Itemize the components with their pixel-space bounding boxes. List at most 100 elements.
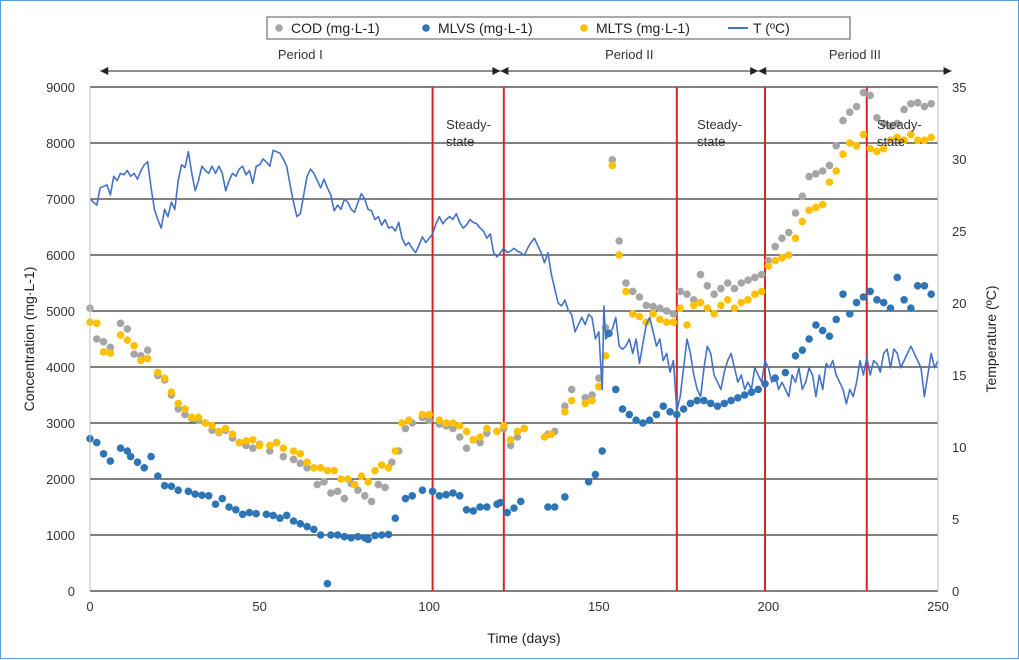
data-point	[357, 472, 366, 481]
data-point	[879, 119, 888, 128]
data-point	[561, 408, 569, 416]
data-point	[886, 136, 895, 144]
data-point	[208, 422, 216, 430]
data-point	[686, 399, 695, 408]
data-point	[371, 531, 379, 540]
steady-state-label-line1: Steady-	[446, 117, 491, 132]
data-point	[846, 108, 854, 116]
data-point	[296, 459, 305, 468]
data-point	[659, 402, 668, 411]
data-point	[106, 349, 115, 357]
data-point	[751, 290, 759, 299]
data-point	[123, 336, 132, 344]
data-point	[310, 525, 318, 534]
data-point	[137, 356, 145, 365]
data-point	[191, 490, 199, 498]
data-point	[371, 466, 379, 475]
data-point	[608, 156, 617, 164]
data-point	[598, 447, 606, 455]
axes: 0100020003000400050006000700080009000051…	[46, 80, 966, 614]
data-point	[927, 100, 936, 108]
data-point	[791, 352, 800, 360]
data-point	[757, 287, 766, 296]
data-point	[744, 276, 752, 285]
data-point	[442, 419, 450, 427]
data-point	[588, 396, 596, 405]
data-point	[276, 514, 284, 522]
data-point	[727, 396, 735, 405]
data-point	[184, 487, 193, 496]
legend-label: T (ºC)	[753, 20, 790, 36]
x-tick-label: 200	[758, 599, 780, 614]
data-point	[920, 102, 929, 111]
data-point	[493, 427, 501, 436]
period-label: Period I	[278, 47, 323, 62]
data-point	[483, 503, 491, 511]
data-point	[255, 441, 264, 450]
y-tick-label: 3000	[46, 416, 75, 431]
data-point	[866, 287, 874, 296]
data-point	[846, 310, 854, 318]
data-point	[567, 396, 576, 405]
data-point	[635, 293, 644, 301]
data-point	[147, 452, 155, 461]
data-point	[608, 161, 617, 170]
data-point	[591, 470, 600, 479]
data-point	[900, 296, 908, 304]
y-tick-label: 0	[68, 584, 75, 599]
data-point	[550, 503, 559, 511]
data-point	[92, 335, 101, 343]
data-point	[825, 161, 834, 170]
data-point	[635, 312, 644, 321]
data-point	[561, 493, 569, 501]
data-point	[581, 394, 590, 402]
data-point	[771, 242, 779, 251]
data-point	[174, 486, 182, 495]
data-point	[181, 405, 189, 413]
data-point	[832, 167, 841, 175]
steady-state-label-line2: state	[697, 134, 725, 149]
data-point	[228, 430, 237, 439]
gridlines	[90, 86, 938, 592]
data-point	[232, 506, 240, 514]
data-point	[703, 304, 712, 313]
data-point	[832, 315, 841, 324]
data-point	[710, 310, 718, 318]
data-point	[520, 424, 528, 433]
data-point	[99, 338, 108, 346]
data-point	[513, 427, 522, 436]
data-point	[506, 441, 515, 450]
legend-marker	[275, 24, 283, 32]
data-point	[398, 419, 406, 427]
data-point	[323, 466, 332, 475]
data-point	[791, 209, 800, 217]
y-tick-label: 8000	[46, 136, 75, 151]
legend-label: MLTS (mg·L-1)	[596, 20, 690, 36]
data-point	[123, 447, 132, 455]
data-point	[455, 422, 464, 430]
data-point	[367, 497, 376, 506]
data-point	[700, 396, 708, 405]
data-point	[645, 416, 654, 425]
data-point	[859, 88, 868, 97]
data-point	[106, 343, 115, 352]
data-point	[628, 310, 637, 318]
data-point	[618, 405, 627, 413]
data-point	[354, 486, 362, 495]
data-point	[116, 331, 125, 339]
data-point	[391, 447, 400, 455]
data-point	[313, 480, 322, 489]
data-point	[167, 482, 176, 491]
data-point	[879, 298, 888, 307]
data-point	[360, 492, 369, 500]
steady-state-label-line1: Steady-	[697, 117, 742, 132]
data-point	[282, 511, 291, 520]
data-point	[696, 270, 705, 279]
data-point	[649, 302, 657, 311]
data-point	[265, 441, 274, 450]
data-point	[377, 531, 386, 539]
data-point	[428, 487, 437, 496]
data-point	[567, 385, 576, 394]
data-point	[289, 517, 298, 525]
data-point	[242, 437, 250, 445]
